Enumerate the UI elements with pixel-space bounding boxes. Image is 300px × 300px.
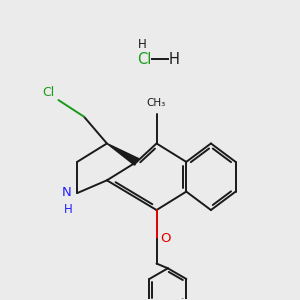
Polygon shape [107,143,139,165]
Text: H: H [64,202,73,216]
Text: H: H [137,38,146,51]
Text: Cl: Cl [43,85,55,99]
Text: Cl: Cl [137,52,152,67]
Text: H: H [169,52,180,67]
Text: O: O [161,232,171,245]
Text: CH₃: CH₃ [146,98,166,108]
Text: N: N [62,186,72,199]
